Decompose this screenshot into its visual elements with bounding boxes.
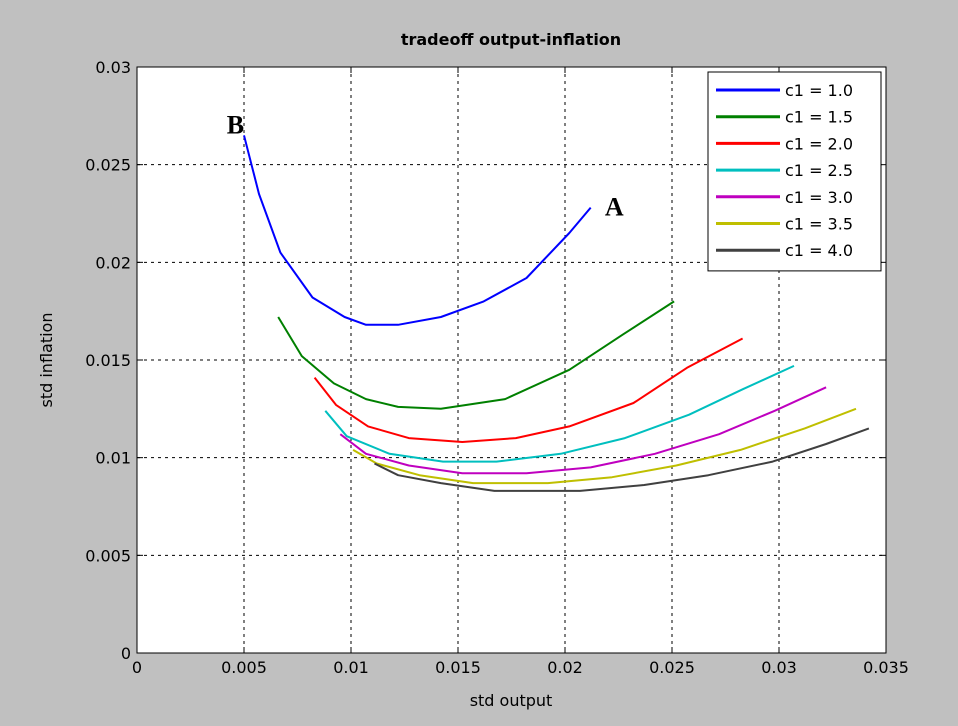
legend-label: c1 = 4.0 bbox=[785, 241, 853, 260]
series-group bbox=[243, 135, 870, 492]
x-axis-title: std output bbox=[470, 691, 553, 710]
x-tick-label: 0.03 bbox=[761, 658, 797, 677]
x-tick-label: 0.01 bbox=[333, 658, 369, 677]
y-tick-label: 0.03 bbox=[95, 58, 131, 77]
series-line-1 bbox=[243, 135, 592, 326]
y-axis-title: std inflation bbox=[37, 313, 56, 408]
y-tick-label: 0.015 bbox=[85, 351, 131, 370]
legend-label: c1 = 2.5 bbox=[785, 161, 853, 180]
y-tick-label: 0.005 bbox=[85, 546, 131, 565]
point-label-b: B bbox=[227, 110, 244, 139]
series-line-6 bbox=[352, 407, 857, 485]
legend-label: c1 = 3.5 bbox=[785, 215, 853, 234]
x-tick-label: 0.005 bbox=[221, 658, 267, 677]
x-tick-label: 0.025 bbox=[649, 658, 695, 677]
x-tick-label: 0 bbox=[132, 658, 142, 677]
series-line-2 bbox=[277, 300, 675, 410]
ticks-group: 0 0.005 0.01 0.015 0.02 0.025 0.03 0.035 0 0.005 0… bbox=[85, 58, 909, 677]
series-line-4 bbox=[324, 364, 795, 463]
chart-title: tradeoff output-inflation bbox=[401, 30, 621, 49]
series-line-7 bbox=[374, 427, 870, 492]
x-tick-label: 0.035 bbox=[863, 658, 909, 677]
annotations-group: BA bbox=[227, 110, 624, 221]
y-tick-label: 0 bbox=[121, 644, 131, 663]
y-tick-label: 0.025 bbox=[85, 156, 131, 175]
legend-label: c1 = 1.5 bbox=[785, 108, 853, 127]
legend-label: c1 = 1.0 bbox=[785, 81, 853, 100]
point-label-a: A bbox=[605, 192, 624, 221]
series-line-3 bbox=[313, 337, 744, 443]
y-tick-label: 0.02 bbox=[95, 253, 131, 272]
series-line-5 bbox=[339, 386, 827, 475]
x-tick-label: 0.015 bbox=[435, 658, 481, 677]
x-tick-label: 0.02 bbox=[547, 658, 583, 677]
y-tick-label: 0.01 bbox=[95, 449, 131, 468]
legend: c1 = 1.0 c1 = 1.5 c1 = 2.0 c1 = 2.5 c1 = 3.0… bbox=[707, 71, 882, 272]
legend-label: c1 = 2.0 bbox=[785, 134, 853, 153]
legend-label: c1 = 3.0 bbox=[785, 188, 853, 207]
